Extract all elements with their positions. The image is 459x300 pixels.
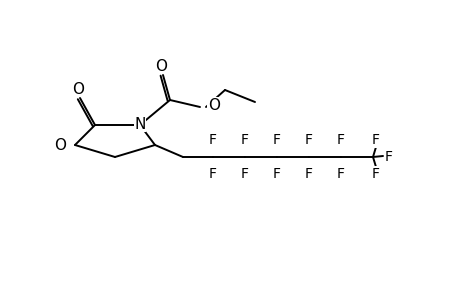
Text: F: F [304, 167, 312, 181]
Text: F: F [336, 167, 344, 181]
Text: F: F [208, 167, 217, 181]
Text: F: F [371, 133, 379, 147]
Text: N: N [134, 116, 146, 131]
Text: O: O [155, 58, 167, 74]
Text: F: F [241, 133, 248, 147]
Text: O: O [54, 137, 66, 152]
Text: F: F [208, 133, 217, 147]
Text: F: F [272, 167, 280, 181]
Text: F: F [336, 133, 344, 147]
Text: F: F [304, 133, 312, 147]
Text: O: O [72, 82, 84, 97]
Text: F: F [371, 167, 379, 181]
Text: F: F [241, 167, 248, 181]
Text: O: O [207, 98, 219, 112]
Text: F: F [384, 150, 392, 164]
Text: F: F [272, 133, 280, 147]
